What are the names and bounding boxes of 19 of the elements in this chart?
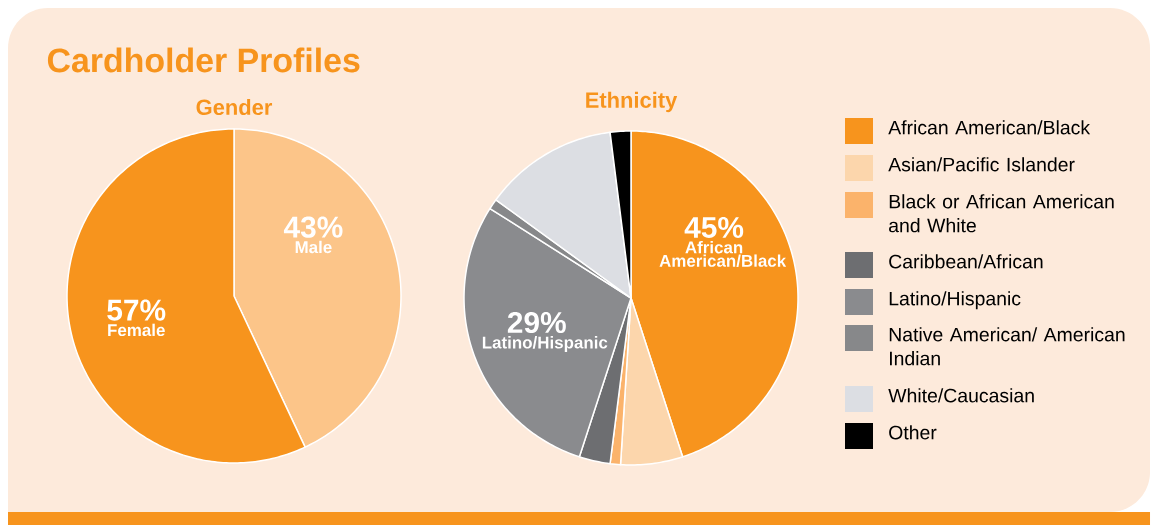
legend-label: Other [889,425,937,440]
legend-label: Black or African American and White [889,194,1114,233]
chart-title: Ethnicity [586,91,678,113]
legend-label: Latino/Hispanic [889,291,1021,310]
data-label: 45% [684,216,744,238]
legend-label: African American/Black [888,120,1091,135]
slice-label: Latino/Hispanic [482,336,608,352]
chart-title: Gender [196,98,273,116]
legend-label: Caribbean/African [889,254,1043,269]
slice-label: Female [108,323,165,337]
legend-label: Native American/ American Indian [889,327,1125,366]
slice-label: Male [295,240,332,254]
legend-label: Asian/Pacific Islander [888,157,1075,172]
data-label: 57% [107,299,166,321]
slice-label: African American/Black [659,240,787,268]
data-label: 29% [507,311,566,334]
data-label: 43% [283,216,343,238]
text: Cardholder Profiles [47,47,360,73]
legend-label: White/Caucasian [888,388,1034,403]
